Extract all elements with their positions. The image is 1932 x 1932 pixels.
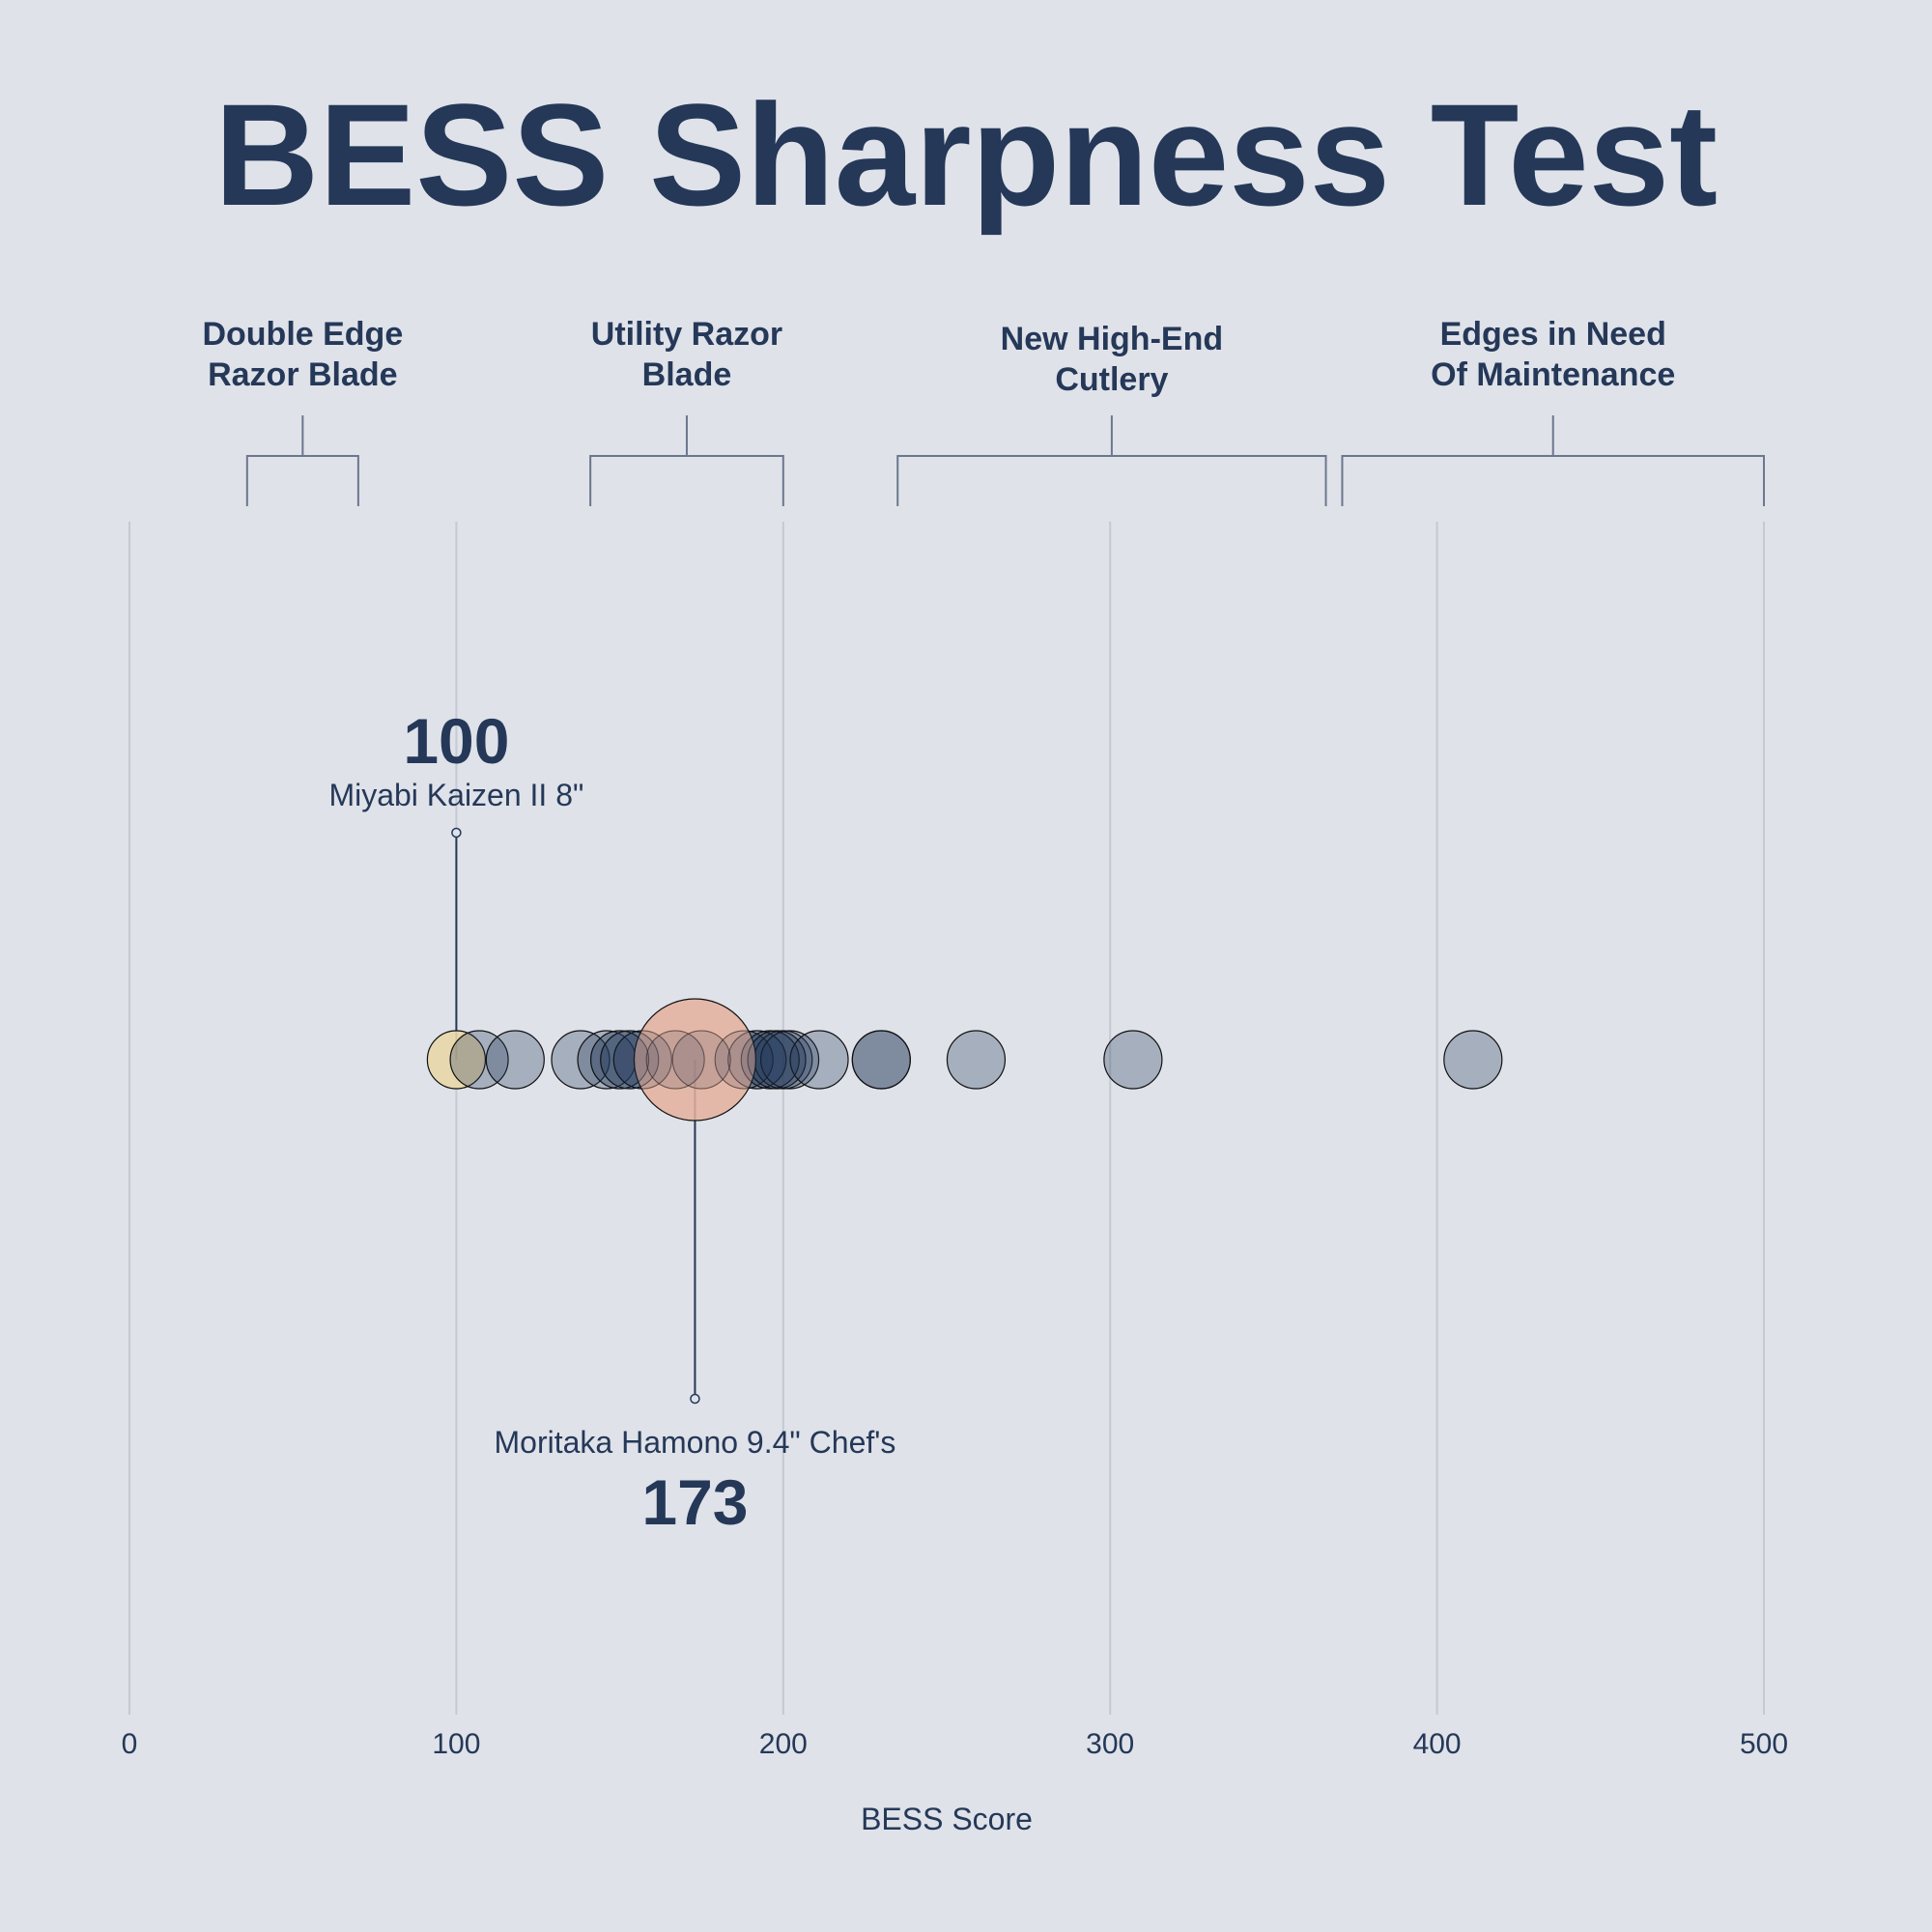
data-point (449, 1030, 509, 1090)
category-bracket (245, 415, 359, 506)
annotation-name: Moritaka Hamono 9.4" Chef's (494, 1425, 895, 1460)
annotation-dot (451, 827, 462, 838)
chart-title: BESS Sharpness Test (214, 73, 1718, 236)
median-point (633, 998, 757, 1122)
category-bracket (896, 415, 1327, 506)
data-point-overlay (727, 1030, 787, 1090)
category-label: Razor Blade (208, 356, 398, 393)
data-point-overlay (645, 1030, 705, 1090)
points (426, 998, 1503, 1122)
category-label: Double Edge (202, 316, 403, 353)
x-axis-label: BESS Score (861, 1802, 1033, 1836)
data-point (946, 1030, 1007, 1090)
data-point (789, 1030, 849, 1090)
category-label: Edges in Need (1440, 316, 1666, 353)
x-axis-ticks: 0 100 200 300 400 500 (122, 1728, 1788, 1760)
grid (128, 522, 1765, 1715)
data-point (851, 1030, 911, 1090)
category-label: Cutlery (1055, 361, 1168, 398)
data-point-overlay (740, 1030, 800, 1090)
tick-label: 100 (432, 1728, 480, 1760)
data-point (1103, 1030, 1163, 1090)
annotation-value: 100 (403, 705, 509, 777)
data-point-overlay (671, 1030, 731, 1090)
category-label: Utility Razor (591, 316, 782, 353)
category-bracket (589, 415, 784, 506)
annotation-lines (455, 833, 696, 1399)
annotation-value: 173 (641, 1466, 748, 1538)
tick-label: 400 (1413, 1728, 1462, 1760)
category-label: Of Maintenance (1431, 356, 1675, 393)
data-point-overlay (600, 1030, 660, 1090)
category-label: Blade (642, 356, 732, 393)
tick-label: 500 (1740, 1728, 1788, 1760)
annotation-name: Miyabi Kaizen II 8" (328, 778, 583, 812)
category-bracket (1341, 415, 1765, 506)
highlight-point (426, 1030, 486, 1090)
tick-label: 300 (1086, 1728, 1134, 1760)
annotation-dot (690, 1393, 700, 1405)
data-point-overlay (612, 1030, 672, 1090)
data-point (1443, 1030, 1503, 1090)
data-point-overlay (714, 1030, 774, 1090)
data-point-overlay (590, 1030, 650, 1090)
data-point (485, 1030, 545, 1090)
category-label: New High-End (1001, 321, 1223, 357)
data-point-overlay (747, 1030, 807, 1090)
tick-label: 200 (759, 1728, 808, 1760)
tick-label: 0 (122, 1728, 138, 1760)
